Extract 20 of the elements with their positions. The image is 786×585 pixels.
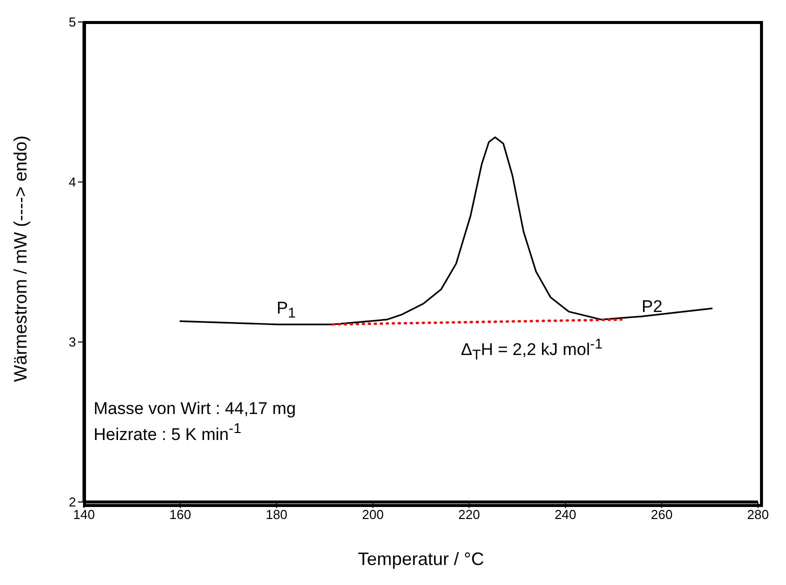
x-tick-label: 280 [747,507,769,522]
y-tick-label: 3 [68,334,76,350]
annotation: P2 [642,296,662,317]
annotation: P$_{1}$ [276,298,296,322]
y-tick-label: 4 [68,174,76,190]
y-tick-label: 5 [68,14,76,30]
line-series [179,136,713,326]
y-axis-title: Wärmestrom / mW (----> endo) [10,135,30,382]
x-tick-label: 160 [169,507,192,522]
x-tick-label: 180 [266,507,288,522]
x-tick-label: 260 [650,507,673,522]
annotation: Masse von Wirt : 44,17 mg [94,399,296,420]
y-tick-label: 2 [68,494,76,510]
x-tick-label: 200 [362,507,384,522]
x-axis-title: Temperatur / °C [358,549,484,569]
annotation: Heizrate : 5 K min$^{-1}$ [94,421,242,446]
x-tick-label: 240 [554,507,576,522]
x-tick-label: 140 [73,507,95,522]
annotation: Δ$_{T}$H = 2,2 kJ mol$^{-1}$ [460,336,603,364]
x-tick-label: 220 [458,507,480,522]
